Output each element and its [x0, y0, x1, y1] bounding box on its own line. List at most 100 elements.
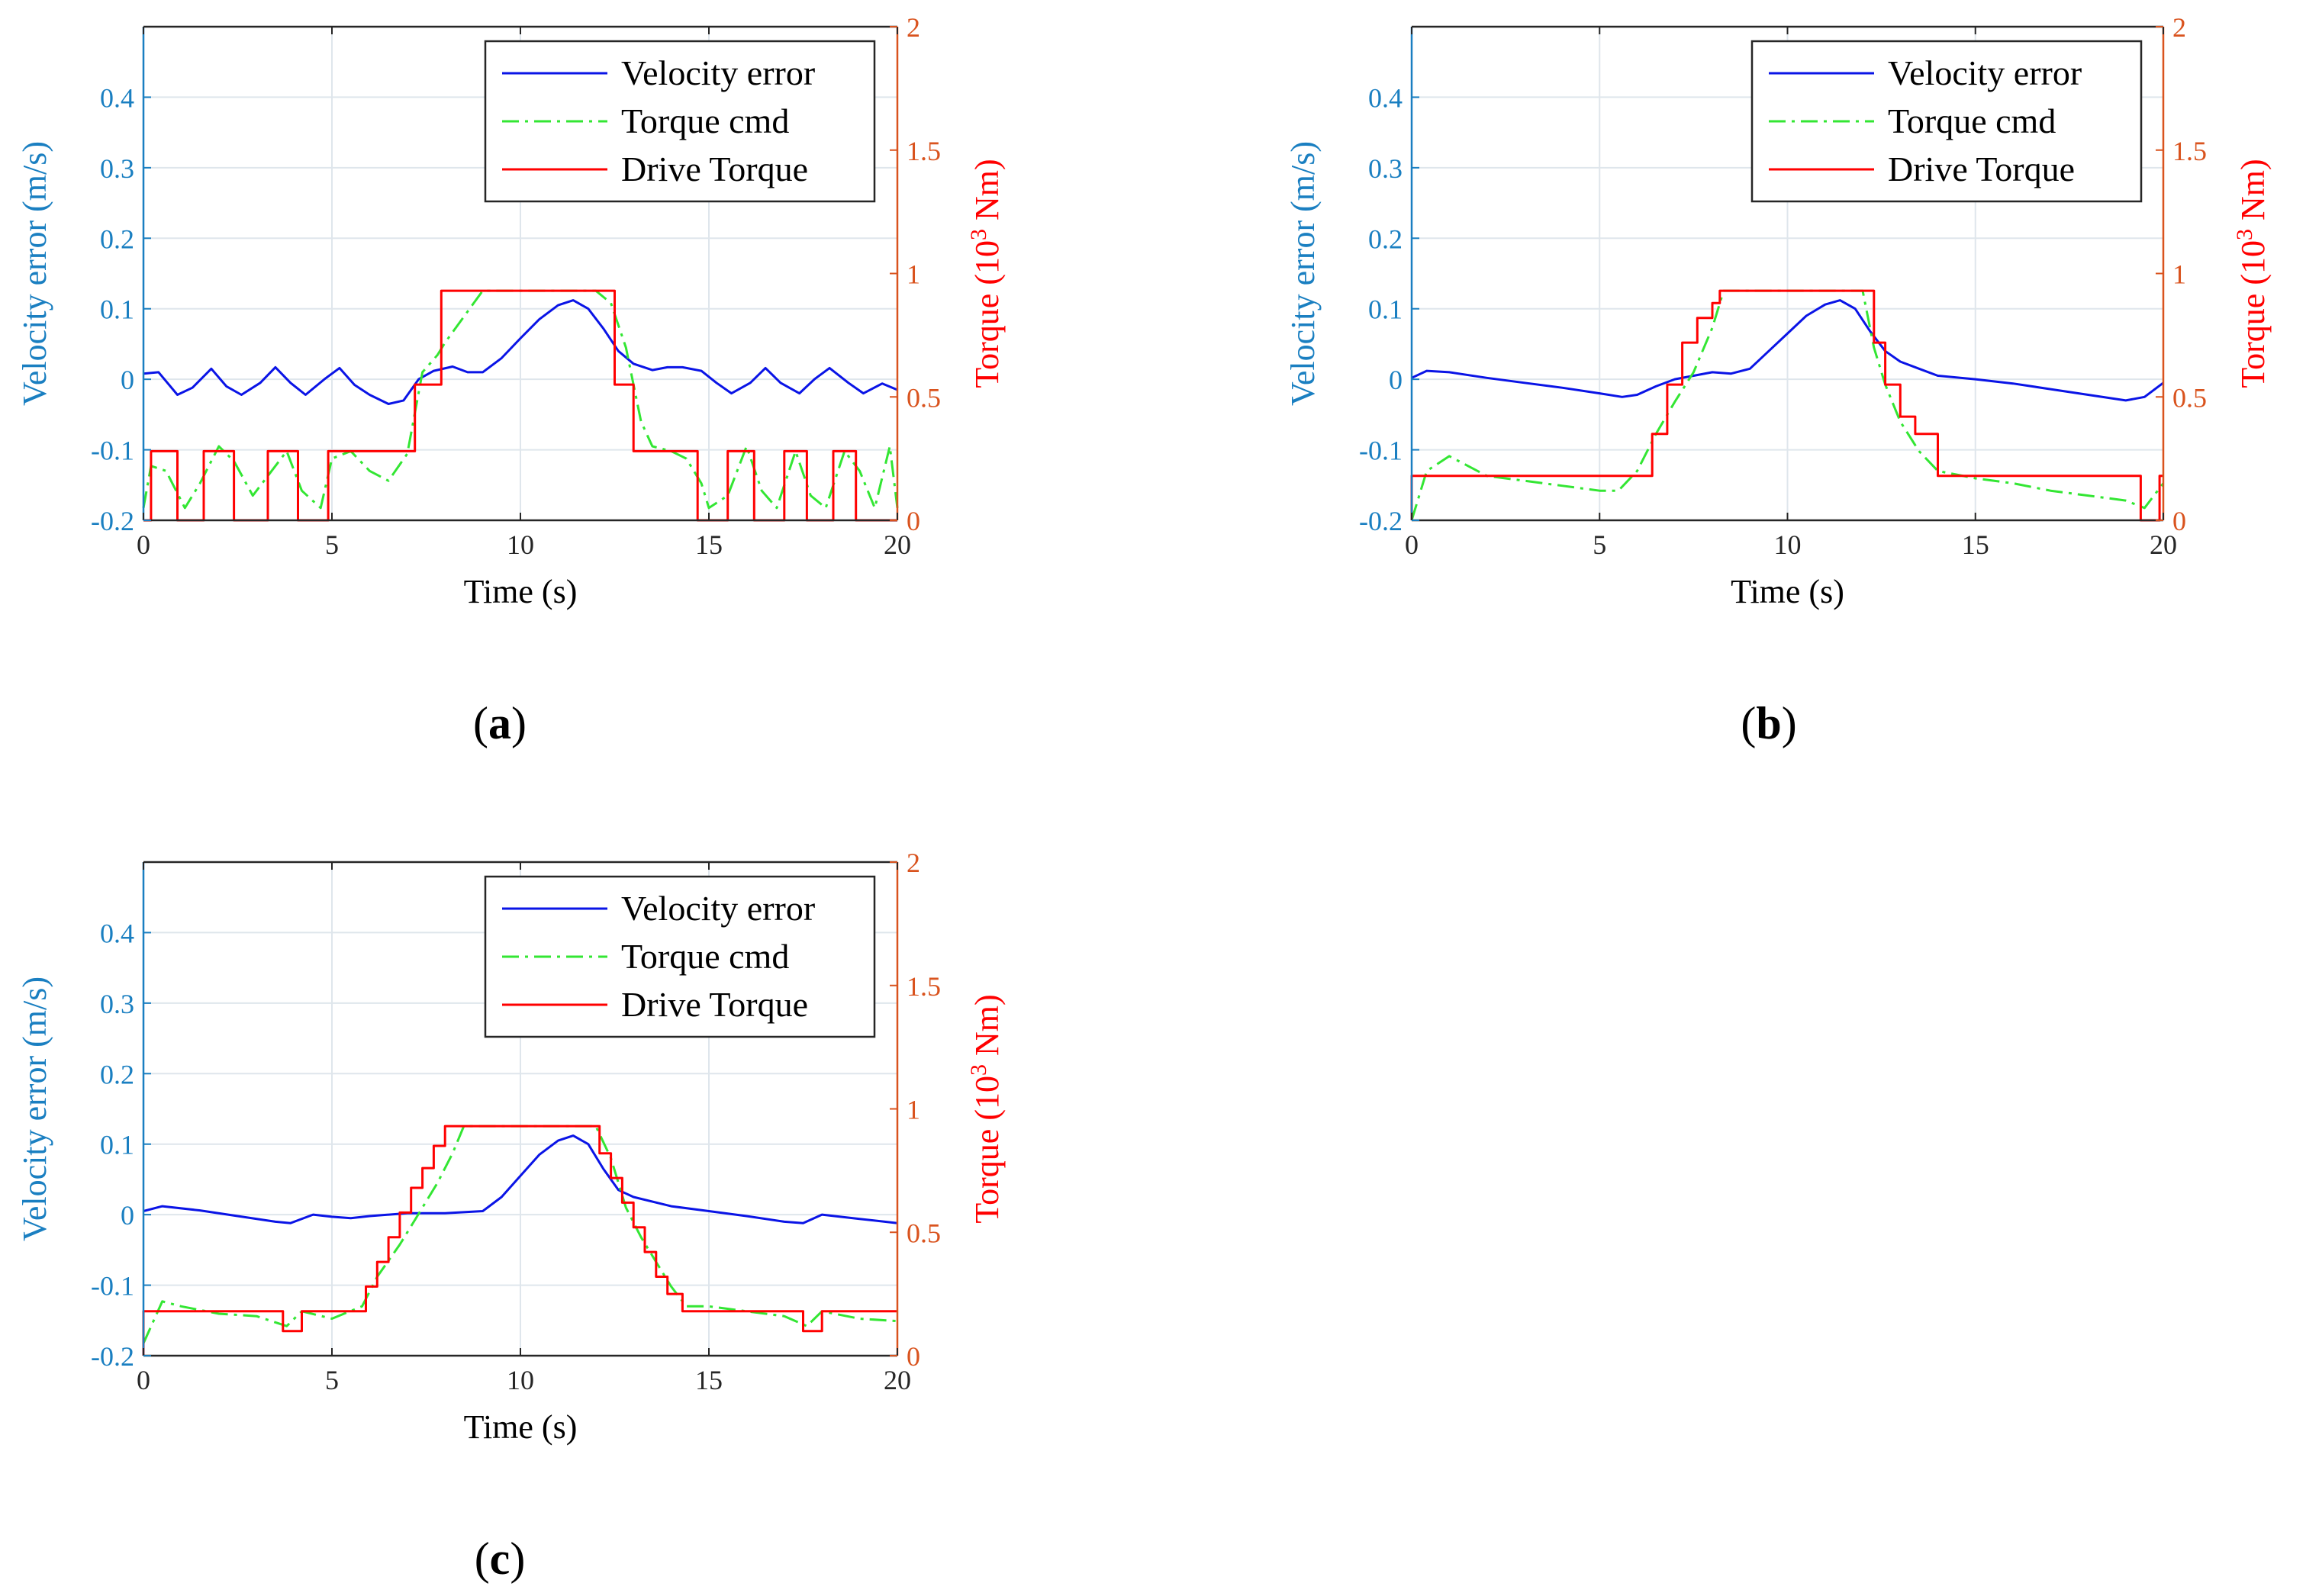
series-line-velocity-error [143, 299, 898, 405]
y-left-axis-label: Velocity error (m/s) [16, 977, 53, 1241]
y-left-tick-label: 0.3 [1368, 153, 1403, 184]
series-line-drive-torque [143, 289, 897, 522]
series-line-drive-torque [1410, 289, 2163, 522]
series-line-torque-cmd [142, 1125, 898, 1344]
y-left-tick-label: 0.2 [100, 1059, 134, 1089]
y-left-tick-label: -0.2 [91, 506, 134, 536]
y-right-tick-label: 1.5 [907, 971, 941, 1002]
y-right-label-suffix: Nm) [2234, 159, 2272, 229]
y-right-tick-label: 1 [907, 259, 920, 290]
y-left-tick-label: 0.4 [100, 918, 134, 948]
y-left-tick-label: 0.2 [1368, 224, 1403, 254]
legend-label: Velocity error [621, 53, 815, 92]
caption-open-paren: ( [473, 698, 488, 748]
y-right-tick-label: 0 [907, 1341, 920, 1372]
y-right-tick-label: 0 [907, 506, 920, 536]
legend: Velocity error Torque cmd Drive Torque [484, 875, 876, 1038]
y-left-tick-label: 0 [121, 365, 134, 395]
y-left-tick-label: -0.1 [91, 436, 134, 466]
caption-letter: a [488, 698, 511, 748]
y-right-axis-label: Torque (103 Nm) [966, 159, 1006, 388]
x-axis-label: Time (s) [464, 1408, 578, 1446]
y-right-label-superscript: 3 [2232, 229, 2257, 240]
y-right-tick-label: 2 [2172, 12, 2186, 43]
x-tick-label: 0 [137, 529, 150, 560]
y-right-label-suffix: Nm) [968, 994, 1006, 1064]
legend-label: Velocity error [1888, 53, 2082, 92]
x-axis-label: Time (s) [1731, 573, 1844, 610]
y-left-axis-label: Velocity error (m/s) [1284, 141, 1322, 406]
legend-label: Torque cmd [621, 937, 789, 976]
x-axis-label: Time (s) [464, 573, 578, 610]
chart-panel-a: 0 5 10 15 20 -0.2 -0.1 0 0.1 0.2 0.3 0.4 0 0.5 1 1.5 2 Ti… [16, 12, 1006, 748]
y-left-axis-label: Velocity error (m/s) [16, 141, 53, 406]
y-right-tick-label: 0.5 [907, 1218, 941, 1248]
y-left-tick-label: 0 [121, 1200, 134, 1231]
caption-close-paren: ) [511, 698, 527, 748]
caption-close-paren: ) [1782, 698, 1797, 748]
y-left-tick-label: 0.4 [100, 82, 134, 113]
y-right-tick-label: 0 [2172, 506, 2186, 536]
x-tick-label: 20 [2150, 529, 2177, 560]
y-right-tick-label: 1.5 [2172, 136, 2207, 166]
chart-panel-b: 0 5 10 15 20 -0.2 -0.1 0 0.1 0.2 0.3 0.4 0 0.5 1 1.5 2 Ti… [1284, 12, 2272, 748]
caption-close-paren: ) [510, 1533, 525, 1584]
caption-open-paren: ( [475, 1533, 490, 1584]
y-left-tick-label: -0.1 [91, 1271, 134, 1302]
y-right-label-superscript: 3 [966, 229, 991, 240]
y-right-label-superscript: 3 [966, 1064, 991, 1076]
legend-label: Drive Torque [621, 985, 808, 1024]
caption-letter: c [490, 1533, 510, 1584]
legend-label: Velocity error [621, 889, 815, 928]
y-right-label-suffix: Nm) [968, 159, 1006, 229]
series-line-velocity-error [143, 1134, 898, 1224]
y-left-tick-label: 0.3 [100, 989, 134, 1019]
y-right-label-prefix: Torque (10 [968, 1076, 1006, 1224]
legend-label: Torque cmd [621, 101, 789, 140]
x-tick-label: 15 [1962, 529, 1989, 560]
y-right-tick-label: 2 [907, 12, 920, 43]
y-right-tick-label: 1 [2172, 259, 2186, 290]
y-right-tick-label: 1 [907, 1095, 920, 1125]
y-left-tick-label: 0.1 [1368, 294, 1403, 325]
x-tick-label: 10 [1774, 529, 1802, 560]
y-right-axis-label: Torque (103 Nm) [2232, 159, 2272, 388]
y-right-tick-label: 0.5 [2172, 382, 2207, 413]
y-right-label-prefix: Torque (10 [968, 240, 1006, 388]
legend: Velocity error Torque cmd Drive Torque [1750, 40, 2143, 203]
legend-label: Drive Torque [1888, 150, 2075, 188]
legend-label: Drive Torque [621, 150, 808, 188]
series-line-drive-torque [142, 1125, 897, 1356]
x-tick-label: 0 [137, 1365, 150, 1395]
y-left-tick-label: 0.4 [1368, 82, 1403, 113]
x-tick-label: 15 [695, 529, 723, 560]
y-right-tick-label: 1.5 [907, 136, 941, 166]
y-left-tick-label: 0 [1389, 365, 1403, 395]
panel-caption: (a) [473, 698, 527, 748]
y-left-tick-label: -0.2 [1359, 506, 1403, 536]
y-left-tick-label: -0.1 [1359, 436, 1403, 466]
legend-label: Torque cmd [1888, 101, 2056, 140]
x-tick-label: 20 [884, 1365, 911, 1395]
caption-letter: b [1756, 698, 1781, 748]
x-tick-label: 5 [325, 529, 339, 560]
x-tick-label: 15 [695, 1365, 723, 1395]
y-left-tick-label: -0.2 [91, 1341, 134, 1372]
y-right-axis-label: Torque (103 Nm) [966, 994, 1006, 1223]
y-left-tick-label: 0.2 [100, 224, 134, 254]
y-left-tick-label: 0.3 [100, 153, 134, 184]
x-tick-label: 10 [507, 1365, 534, 1395]
caption-open-paren: ( [1741, 698, 1756, 748]
y-right-label-prefix: Torque (10 [2234, 240, 2272, 388]
x-tick-label: 0 [1405, 529, 1419, 560]
panel-caption: (c) [475, 1533, 526, 1584]
y-right-tick-label: 0.5 [907, 382, 941, 413]
y-right-tick-label: 2 [907, 848, 920, 878]
x-tick-label: 5 [1593, 529, 1606, 560]
panel-caption: (b) [1741, 698, 1796, 748]
y-left-tick-label: 0.1 [100, 1130, 134, 1160]
series-line-velocity-error [1411, 299, 2164, 402]
chart-panel-c: 0 5 10 15 20 -0.2 -0.1 0 0.1 0.2 0.3 0.4 0 0.5 1 1.5 2 Ti… [16, 848, 1006, 1584]
y-left-tick-label: 0.1 [100, 294, 134, 325]
